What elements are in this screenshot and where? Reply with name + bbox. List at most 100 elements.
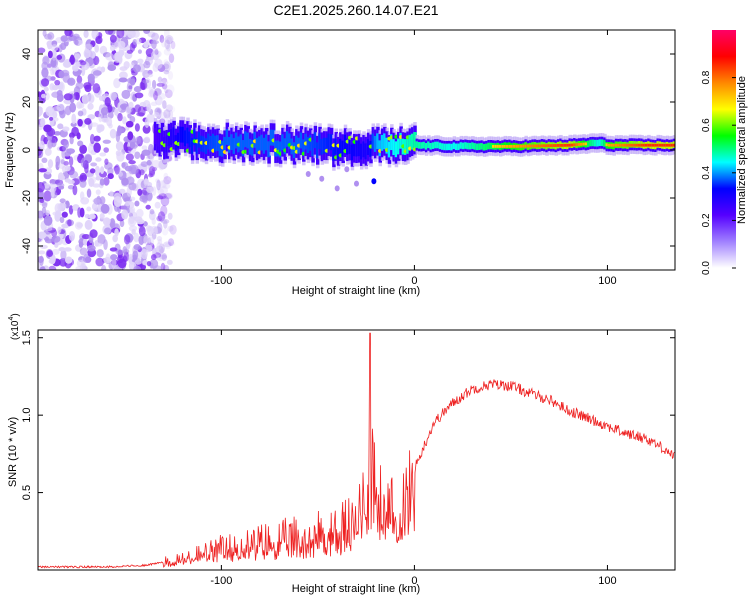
noise-blob	[73, 92, 80, 100]
noise-blob	[76, 259, 85, 268]
noise-blob	[143, 178, 149, 186]
band-core	[670, 143, 674, 147]
band-core	[633, 143, 637, 147]
band-middle	[394, 141, 399, 158]
band-middle	[339, 138, 343, 155]
noise-blob	[68, 205, 74, 215]
noise-blob	[50, 68, 55, 76]
noise-blob	[146, 186, 155, 194]
noise-blob	[119, 219, 125, 228]
noise-blob	[67, 179, 75, 185]
band-middle	[431, 142, 436, 149]
noise-blob	[67, 219, 72, 227]
noise-blob	[59, 109, 66, 119]
noise-blob	[102, 217, 111, 226]
noise-blob	[148, 86, 156, 95]
noise-blob	[122, 246, 128, 255]
noise-blob	[146, 159, 152, 166]
noise-blob	[87, 73, 95, 82]
noise-blob	[89, 122, 99, 127]
snr-xlabel: Height of straight line (km)	[292, 583, 420, 595]
noise-blob	[58, 174, 66, 181]
noise-blob	[65, 256, 73, 264]
band-core	[529, 144, 533, 148]
noise-blob	[46, 250, 54, 258]
band-middle	[429, 143, 433, 150]
noise-blob	[162, 183, 171, 189]
band-middle	[427, 141, 431, 149]
noise-blob	[146, 190, 153, 202]
band-core	[575, 143, 579, 147]
noise-blob	[47, 140, 53, 149]
band-middle	[410, 133, 415, 150]
band-middle	[589, 139, 593, 147]
noise-blob	[117, 258, 127, 269]
noise-blob	[45, 209, 50, 216]
noise-blob	[79, 247, 88, 256]
noise-blob	[51, 50, 57, 58]
band-core	[515, 144, 519, 148]
band-core	[547, 144, 552, 148]
stray-point	[319, 175, 325, 182]
noise-blob	[67, 77, 76, 86]
noise-blob	[60, 249, 67, 261]
noise-blob	[168, 53, 175, 64]
colorbar-tick-label: 0.2	[701, 213, 712, 227]
noise-blob	[114, 108, 119, 116]
band-middle	[302, 139, 306, 156]
band-core	[637, 143, 642, 147]
noise-blob	[62, 202, 67, 209]
noise-blob	[162, 264, 170, 270]
noise-blob	[125, 106, 132, 115]
band-core	[522, 144, 526, 148]
noise-blob	[57, 226, 62, 234]
noise-blob	[152, 167, 158, 172]
noise-blob	[128, 253, 133, 262]
band-middle	[591, 139, 596, 147]
noise-blob	[98, 95, 105, 102]
noise-blob	[100, 107, 109, 116]
noise-blob	[168, 109, 174, 120]
band-middle	[413, 132, 417, 148]
noise-blob	[72, 65, 79, 72]
band-middle	[285, 131, 290, 147]
band-middle	[186, 127, 190, 144]
noise-blob	[154, 95, 163, 106]
band-core	[549, 144, 554, 148]
band-core	[644, 143, 649, 147]
noise-blob	[40, 117, 46, 127]
noise-blob	[92, 70, 102, 76]
noise-blob	[109, 91, 118, 101]
noise-blob	[109, 34, 117, 43]
noise-blob	[154, 58, 163, 70]
noise-blob	[79, 174, 84, 182]
band-middle	[258, 136, 262, 153]
noise-blob	[61, 148, 67, 159]
noise-blob	[126, 49, 133, 54]
noise-blob	[130, 196, 136, 201]
stray-point	[305, 171, 311, 177]
noise-blob	[90, 162, 98, 167]
band-core	[665, 143, 670, 147]
noise-blob	[156, 179, 161, 191]
colorbar-tick-label: 0.8	[701, 70, 712, 84]
band-middle	[417, 142, 422, 149]
band-middle	[230, 134, 234, 151]
noise-blob	[38, 231, 47, 240]
noise-blob	[128, 160, 136, 165]
band-core	[498, 144, 503, 148]
noise-blob	[121, 209, 129, 220]
band-middle	[380, 134, 385, 151]
noise-blob	[142, 259, 148, 266]
noise-blob	[64, 165, 71, 172]
noise-blob	[140, 161, 149, 168]
noise-blob	[111, 257, 117, 269]
band-core	[545, 144, 549, 148]
noise-blob	[49, 83, 55, 91]
noise-blob	[163, 172, 169, 180]
band-middle	[603, 140, 607, 147]
noise-blob	[109, 247, 118, 252]
y-tick-label: -40	[21, 238, 33, 254]
band-core	[540, 144, 545, 148]
band-middle	[158, 134, 162, 151]
